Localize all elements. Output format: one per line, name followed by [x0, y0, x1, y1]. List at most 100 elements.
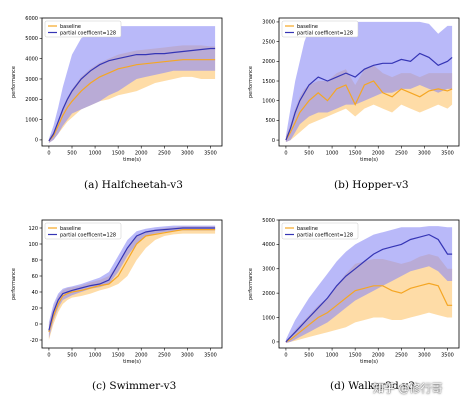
y-tick-label: 3000	[262, 267, 275, 273]
x-tick-label: 1000	[89, 353, 102, 359]
y-tick-label: 1500	[262, 79, 275, 85]
x-axis-label: time(s)	[123, 157, 141, 163]
legend-label-partial: partial coefficent=128	[297, 30, 353, 36]
watermark: 知乎 @修行哥	[373, 382, 443, 395]
line-baseline	[285, 282, 453, 343]
legend-label-baseline: baseline	[297, 226, 318, 232]
legend-box	[44, 222, 122, 240]
caption-swimmer: (c) Swimmer-v3	[92, 380, 177, 392]
y-tick-label: 1000	[262, 315, 275, 321]
y-tick-label: 5000	[25, 36, 38, 42]
y-tick-label: 3000	[262, 20, 275, 26]
legend-label-partial: partial coefficent=128	[60, 232, 116, 238]
x-tick-label: 2000	[135, 353, 148, 359]
x-axis-label: time(s)	[360, 359, 378, 365]
caption-walker2d: (d) Walker2d-v3	[330, 380, 415, 392]
x-tick-label: 500	[304, 353, 314, 359]
y-tick-label: 6000	[25, 16, 38, 22]
plot-area	[48, 225, 216, 340]
x-tick-label: 2500	[158, 353, 171, 359]
x-axis-label: time(s)	[360, 157, 378, 163]
line-baseline	[285, 80, 453, 141]
x-tick-label: 1000	[89, 151, 102, 157]
x-tick-label: 0	[47, 151, 50, 157]
y-tick-label: 500	[265, 118, 275, 124]
chart-swimmer: 0 500 1000 1500 2000 2500 3000 3500 -20 0 20 40 60 80…	[11, 219, 223, 365]
x-tick-label: 3000	[418, 151, 431, 157]
legend-box	[281, 20, 359, 38]
x-tick-label: 500	[67, 151, 77, 157]
y-tick-label: -20	[30, 338, 38, 344]
axes-frame	[278, 17, 460, 147]
line-partial	[285, 52, 453, 141]
y-tick-label: 1000	[25, 117, 38, 123]
x-tick-label: 3500	[441, 151, 454, 157]
x-tick-label: 3500	[204, 353, 217, 359]
band-partial	[285, 21, 453, 143]
legend-label-partial: partial coefficent=128	[60, 30, 116, 36]
y-tick-label: 2000	[262, 291, 275, 297]
x-tick-label: 3500	[441, 353, 454, 359]
chart-walker2d: 0 500 1000 1500 2000 2500 3000 3500 0 1000 2000 300…	[248, 218, 460, 365]
y-tick-label: 0	[272, 340, 275, 346]
x-tick-label: 1000	[326, 151, 339, 157]
x-tick-label: 1500	[112, 151, 125, 157]
band-partial	[48, 225, 216, 339]
x-tick-label: 0	[284, 353, 287, 359]
line-partial	[285, 233, 453, 343]
x-tick-label: 1500	[112, 353, 125, 359]
y-tick-label: 1000	[262, 99, 275, 105]
y-tick-label: 2500	[262, 39, 275, 45]
y-tick-label: 80	[32, 258, 38, 264]
x-tick-label: 3000	[181, 353, 194, 359]
line-partial	[48, 227, 216, 331]
axes-frame	[41, 219, 223, 349]
y-tick-label: 2000	[25, 97, 38, 103]
axes-frame	[41, 17, 223, 147]
caption-halfcheetah: (a) Halfcheetah-v3	[84, 179, 183, 191]
legend-label-baseline: baseline	[297, 24, 318, 30]
plot-area	[285, 226, 453, 344]
legend-label-baseline: baseline	[60, 24, 81, 30]
x-tick-label: 2000	[372, 353, 385, 359]
legend-box	[281, 222, 359, 240]
axes-frame	[278, 219, 460, 349]
y-axis-label: performance	[11, 268, 17, 300]
y-tick-label: 5000	[262, 218, 275, 224]
x-tick-label: 1000	[326, 353, 339, 359]
x-tick-label: 500	[304, 151, 314, 157]
y-tick-label: 60	[32, 274, 38, 280]
y-axis-label: performance	[11, 66, 17, 98]
x-tick-label: 1500	[349, 151, 362, 157]
y-tick-label: 0	[35, 138, 38, 144]
legend-box	[44, 20, 122, 38]
line-baseline	[48, 59, 216, 142]
plot-area	[285, 21, 453, 143]
x-tick-label: 3000	[418, 353, 431, 359]
chart-hopper: 0 500 1000 1500 2000 2500 3000 3500 0 500 1000 1500…	[248, 17, 460, 163]
legend-label-baseline: baseline	[60, 226, 81, 232]
x-tick-label: 2500	[158, 151, 171, 157]
x-tick-label: 2500	[395, 151, 408, 157]
x-tick-label: 0	[47, 353, 50, 359]
y-tick-label: 2000	[262, 59, 275, 65]
y-axis-label: performance	[248, 268, 254, 300]
y-tick-label: 20	[32, 306, 38, 312]
band-partial	[48, 26, 216, 144]
y-tick-label: 3000	[25, 77, 38, 83]
chart-halfcheetah: 0 500 1000 1500 2000 2500 3000 3500 0 1000 2000 300…	[11, 16, 223, 163]
line-partial	[48, 47, 216, 142]
y-tick-label: 0	[272, 138, 275, 144]
y-tick-label: 40	[32, 290, 38, 296]
y-tick-label: 4000	[262, 242, 275, 248]
x-tick-label: 0	[284, 151, 287, 157]
x-tick-label: 1500	[349, 353, 362, 359]
plot-area	[48, 26, 216, 144]
y-tick-label: 100	[28, 242, 38, 248]
x-tick-label: 2000	[135, 151, 148, 157]
x-tick-label: 2500	[395, 353, 408, 359]
